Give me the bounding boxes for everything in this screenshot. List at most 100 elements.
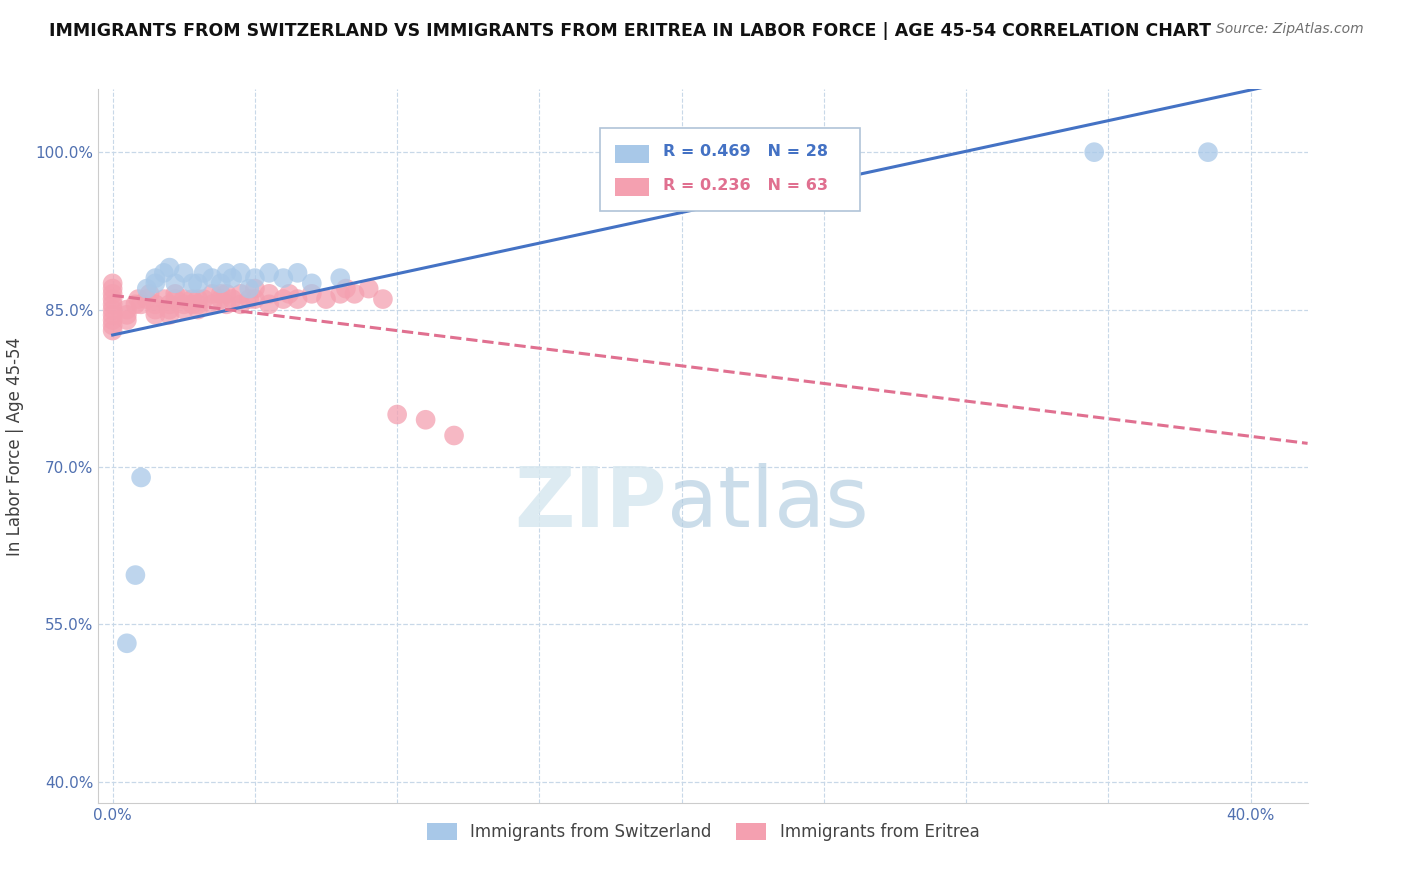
- Point: [229, 297, 252, 311]
- FancyBboxPatch shape: [600, 128, 860, 211]
- Point: [173, 302, 195, 317]
- Point: [101, 282, 124, 296]
- Point: [301, 286, 323, 301]
- Point: [187, 302, 209, 317]
- Point: [101, 318, 124, 333]
- Point: [221, 292, 243, 306]
- Point: [301, 277, 323, 291]
- Point: [1197, 145, 1219, 160]
- Point: [685, 145, 707, 160]
- Point: [159, 297, 181, 311]
- Bar: [614, 178, 648, 196]
- Point: [173, 266, 195, 280]
- Point: [159, 308, 181, 322]
- Point: [143, 308, 166, 322]
- Point: [115, 313, 138, 327]
- Point: [143, 302, 166, 317]
- Point: [329, 271, 352, 285]
- Point: [165, 286, 187, 301]
- Point: [238, 292, 260, 306]
- Point: [257, 266, 280, 280]
- Point: [101, 313, 124, 327]
- Point: [273, 271, 295, 285]
- Point: [129, 470, 152, 484]
- Point: [187, 297, 209, 311]
- Text: ZIP: ZIP: [515, 463, 666, 543]
- Point: [138, 286, 160, 301]
- Point: [159, 302, 181, 317]
- Point: [193, 292, 215, 306]
- Point: [124, 297, 146, 311]
- Point: [415, 413, 437, 427]
- Point: [127, 292, 149, 306]
- Text: R = 0.236   N = 63: R = 0.236 N = 63: [664, 178, 828, 193]
- Point: [101, 297, 124, 311]
- Point: [357, 282, 380, 296]
- Legend: Immigrants from Switzerland, Immigrants from Eritrea: Immigrants from Switzerland, Immigrants …: [420, 816, 986, 848]
- Y-axis label: In Labor Force | Age 45-54: In Labor Force | Age 45-54: [7, 336, 24, 556]
- Point: [173, 292, 195, 306]
- Point: [329, 286, 352, 301]
- Point: [173, 297, 195, 311]
- Point: [215, 297, 238, 311]
- Point: [273, 292, 295, 306]
- Point: [143, 297, 166, 311]
- Point: [201, 286, 224, 301]
- Point: [115, 636, 138, 650]
- Point: [124, 568, 146, 582]
- Point: [159, 260, 181, 275]
- Point: [221, 271, 243, 285]
- Point: [215, 266, 238, 280]
- Text: atlas: atlas: [666, 463, 869, 543]
- Point: [193, 266, 215, 280]
- Point: [238, 282, 260, 296]
- Bar: [614, 145, 648, 162]
- Point: [1083, 145, 1105, 160]
- Point: [115, 302, 138, 317]
- Point: [443, 428, 465, 442]
- Point: [101, 302, 124, 317]
- Point: [385, 408, 408, 422]
- Point: [315, 292, 337, 306]
- Point: [115, 308, 138, 322]
- Point: [101, 292, 124, 306]
- Text: Source: ZipAtlas.com: Source: ZipAtlas.com: [1216, 22, 1364, 37]
- Point: [257, 286, 280, 301]
- Point: [229, 286, 252, 301]
- Point: [278, 286, 301, 301]
- Point: [181, 292, 204, 306]
- Point: [287, 266, 309, 280]
- Point: [135, 292, 157, 306]
- Point: [165, 277, 187, 291]
- Point: [201, 297, 224, 311]
- Point: [287, 292, 309, 306]
- Point: [209, 286, 232, 301]
- Point: [215, 286, 238, 301]
- Point: [101, 308, 124, 322]
- Point: [187, 292, 209, 306]
- Point: [201, 271, 224, 285]
- Text: IMMIGRANTS FROM SWITZERLAND VS IMMIGRANTS FROM ERITREA IN LABOR FORCE | AGE 45-5: IMMIGRANTS FROM SWITZERLAND VS IMMIGRANT…: [49, 22, 1211, 40]
- Text: R = 0.469   N = 28: R = 0.469 N = 28: [664, 145, 828, 160]
- Point: [101, 324, 124, 338]
- Point: [181, 277, 204, 291]
- Point: [101, 286, 124, 301]
- Point: [143, 271, 166, 285]
- Point: [257, 297, 280, 311]
- Point: [153, 292, 176, 306]
- Point: [209, 292, 232, 306]
- Point: [135, 282, 157, 296]
- Point: [165, 292, 187, 306]
- Point: [335, 282, 357, 296]
- Point: [209, 277, 232, 291]
- Point: [101, 277, 124, 291]
- Point: [181, 297, 204, 311]
- Point: [343, 286, 366, 301]
- Point: [243, 282, 266, 296]
- Point: [243, 271, 266, 285]
- Point: [229, 266, 252, 280]
- Point: [143, 277, 166, 291]
- Point: [129, 297, 152, 311]
- Point: [187, 277, 209, 291]
- Point: [153, 266, 176, 280]
